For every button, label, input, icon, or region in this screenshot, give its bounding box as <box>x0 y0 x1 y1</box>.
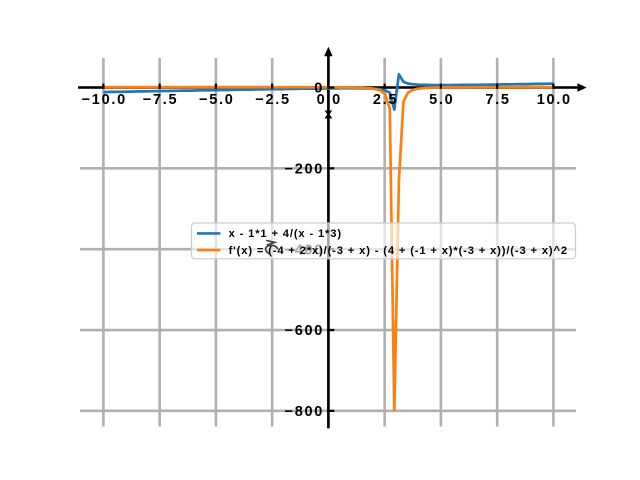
svg-text:−800: −800 <box>285 404 324 420</box>
svg-text:−600: −600 <box>285 323 324 339</box>
svg-text:−2.5: −2.5 <box>255 92 290 108</box>
svg-text:5.0: 5.0 <box>429 92 454 108</box>
svg-text:−5.0: −5.0 <box>199 92 234 108</box>
svg-text:−200: −200 <box>285 161 324 177</box>
svg-text:x: x <box>324 106 332 122</box>
svg-text:2.5: 2.5 <box>373 92 398 108</box>
svg-text:0: 0 <box>314 81 324 97</box>
svg-text:−10.0: −10.0 <box>82 92 127 108</box>
svg-text:−7.5: −7.5 <box>143 92 178 108</box>
svg-text:7.5: 7.5 <box>485 92 510 108</box>
svg-text:x - 1*1 + 4/(x - 1*3): x - 1*1 + 4/(x - 1*3) <box>229 228 342 240</box>
svg-text:f'(x) = (-4 + 2*x)/(-3 + x) -: f'(x) = (-4 + 2*x)/(-3 + x) - (4 + (-1 +… <box>229 245 568 257</box>
svg-text:0.0: 0.0 <box>317 92 342 108</box>
svg-text:10.0: 10.0 <box>537 92 572 108</box>
